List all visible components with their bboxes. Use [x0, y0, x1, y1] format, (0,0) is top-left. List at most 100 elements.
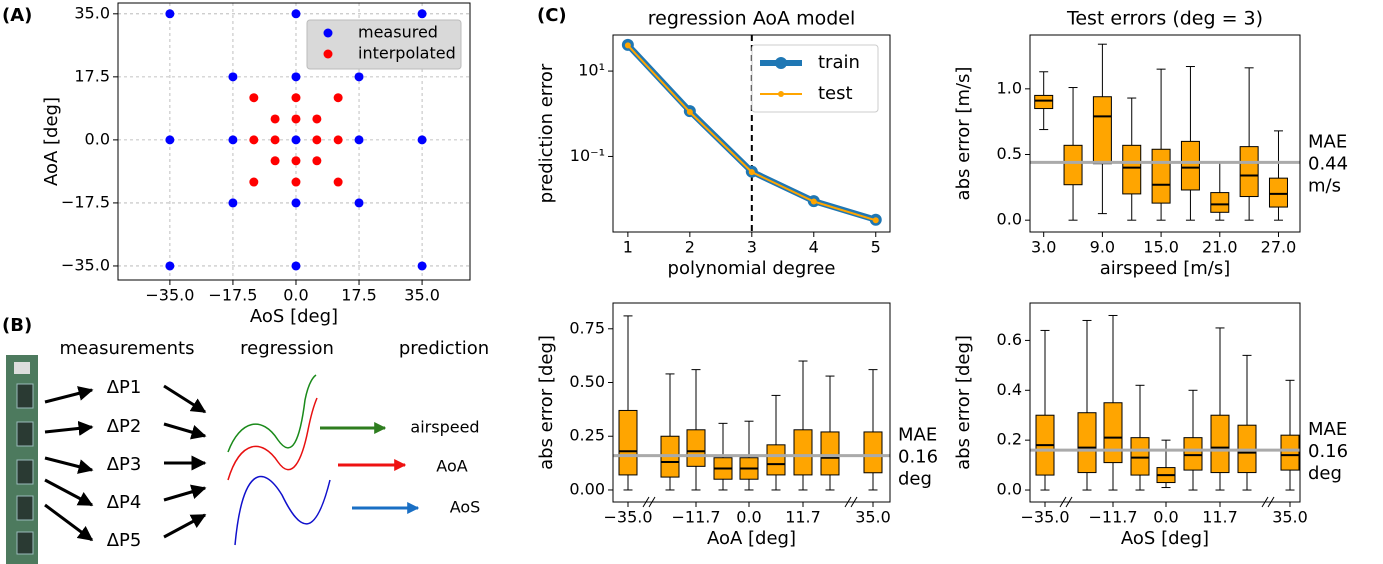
mae-label: 0.16 [1308, 441, 1348, 462]
plot-frame [612, 302, 891, 503]
legend-label: interpolated [358, 44, 456, 63]
box [1077, 412, 1097, 474]
y-tick-label: 0.0 [85, 129, 110, 148]
y-axis-label: AoA [deg] [41, 97, 62, 186]
x-tick-label: 11.7 [785, 508, 821, 527]
y-axis-label: abs error [m/s] [953, 67, 974, 201]
point [686, 109, 693, 116]
point [165, 261, 175, 271]
x-tick-label: 27.0 [1261, 238, 1297, 257]
point [291, 156, 301, 166]
point [249, 135, 259, 145]
point [417, 135, 427, 145]
point [228, 198, 238, 208]
y-tick-label: 17.5 [74, 66, 110, 85]
y-tick-label: −17.5 [61, 192, 110, 211]
diagram: measurements regression prediction ΔP1 Δ… [6, 338, 489, 564]
mae-label: m/s [1308, 175, 1341, 196]
legend-marker [323, 28, 333, 38]
x-tick-label: 4 [809, 238, 819, 257]
port [16, 383, 34, 409]
box [618, 409, 638, 476]
box [1280, 434, 1300, 471]
x-tick-label: 21.0 [1202, 238, 1238, 257]
x-tick-label: 17.5 [341, 286, 377, 305]
legend-label: test [818, 83, 853, 104]
diagram-header: regression [240, 338, 334, 359]
point [291, 93, 301, 103]
box [1210, 414, 1230, 474]
input-label: ΔP5 [107, 530, 142, 551]
mae-label: deg [1308, 463, 1342, 484]
point [872, 217, 879, 224]
x-tick-label: 0.0 [736, 508, 761, 527]
x-tick-label: 35.0 [1272, 508, 1308, 527]
point [270, 114, 280, 124]
y-axis-label: abs error [deg] [536, 335, 557, 470]
box [766, 444, 786, 476]
x-tick-label: 0.0 [1153, 508, 1178, 527]
box [1063, 144, 1083, 186]
point [748, 169, 755, 176]
point [228, 72, 238, 82]
point [270, 135, 280, 145]
point [291, 9, 301, 19]
point [165, 9, 175, 19]
chart-title: Test errors (deg = 3) [1066, 8, 1263, 30]
x-tick-label: −35.0 [145, 286, 194, 305]
box [1183, 437, 1203, 471]
box [1122, 144, 1142, 195]
panel-label: (A) [2, 5, 32, 26]
legend-label: train [818, 52, 860, 73]
point [624, 42, 631, 49]
legend-marker [775, 57, 787, 69]
panel-label: (B) [2, 315, 32, 336]
y-tick-label: 35.0 [74, 3, 110, 22]
y-tick-label: 1.0 [997, 78, 1022, 97]
input-label: ΔP3 [107, 454, 142, 475]
box [1210, 192, 1230, 213]
mae-label: deg [898, 469, 932, 490]
box [820, 431, 840, 476]
legend [306, 19, 462, 70]
point [810, 198, 817, 205]
point [312, 156, 322, 166]
x-tick-label: −35.0 [603, 508, 652, 527]
point [228, 135, 238, 145]
y-tick-label: 0.0 [997, 210, 1022, 229]
box [1034, 94, 1054, 110]
curve [227, 374, 317, 453]
box [1268, 177, 1288, 208]
point [333, 93, 343, 103]
point [291, 198, 301, 208]
y-tick-label: 10⁻¹ [570, 146, 605, 165]
output-label: AoS [450, 498, 481, 517]
point [417, 261, 427, 271]
port [16, 531, 34, 555]
x-tick-label: 3 [747, 238, 757, 257]
x-tick-label: −17.5 [208, 286, 257, 305]
y-tick-label: 0.00 [569, 479, 605, 498]
point [249, 177, 259, 187]
legend-marker [323, 49, 333, 59]
box [793, 429, 813, 476]
x-axis-label: AoA [deg] [707, 528, 796, 549]
x-tick-label: −35.0 [1020, 508, 1069, 527]
x-tick-label: 11.7 [1202, 508, 1238, 527]
arrows [44, 384, 207, 542]
x-tick-label: 5 [871, 238, 881, 257]
x-tick-label: 15.0 [1143, 238, 1179, 257]
x-tick-label: −11.7 [1088, 508, 1137, 527]
point [312, 114, 322, 124]
curve [234, 475, 331, 546]
box [1130, 437, 1150, 476]
point [417, 9, 427, 19]
point [291, 72, 301, 82]
diagram-header: prediction [399, 338, 489, 359]
x-tick-label: −11.7 [671, 508, 720, 527]
box [1092, 96, 1112, 165]
point [291, 177, 301, 187]
legend-label: measured [358, 23, 438, 42]
point [354, 135, 364, 145]
y-axis-label: prediction error [536, 63, 557, 203]
